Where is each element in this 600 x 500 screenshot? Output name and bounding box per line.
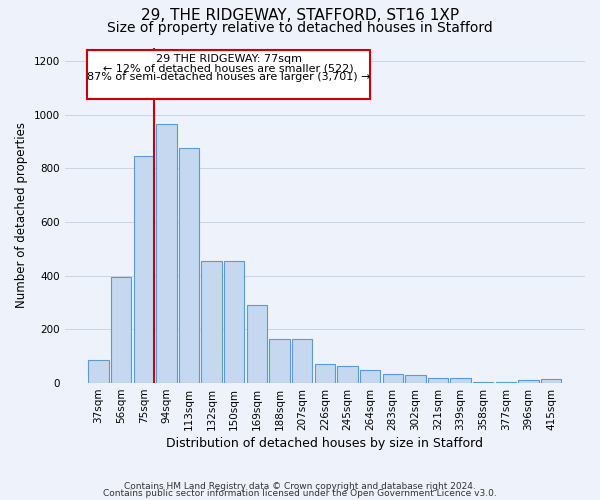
Bar [541,379,562,383]
Bar [451,378,471,383]
Text: 87% of semi-detached houses are larger (3,701) →: 87% of semi-detached houses are larger (… [87,72,370,82]
Bar [292,339,313,383]
Bar [88,360,109,383]
Bar [428,378,448,383]
Bar [247,305,267,383]
Bar [179,148,199,383]
Bar [314,364,335,383]
Bar [337,366,358,383]
Text: Contains HM Land Registry data © Crown copyright and database right 2024.: Contains HM Land Registry data © Crown c… [124,482,476,491]
Bar [269,339,290,383]
Bar [360,370,380,383]
Text: ← 12% of detached houses are smaller (522): ← 12% of detached houses are smaller (52… [103,63,354,73]
Y-axis label: Number of detached properties: Number of detached properties [15,122,28,308]
FancyBboxPatch shape [87,50,370,98]
Bar [134,156,154,383]
Bar [405,375,425,383]
Bar [224,261,244,383]
Bar [383,374,403,383]
Bar [496,382,516,383]
Bar [473,382,493,383]
Bar [111,277,131,383]
Text: 29, THE RIDGEWAY, STAFFORD, ST16 1XP: 29, THE RIDGEWAY, STAFFORD, ST16 1XP [141,8,459,22]
Text: Size of property relative to detached houses in Stafford: Size of property relative to detached ho… [107,21,493,35]
X-axis label: Distribution of detached houses by size in Stafford: Distribution of detached houses by size … [166,437,484,450]
Text: 29 THE RIDGEWAY: 77sqm: 29 THE RIDGEWAY: 77sqm [155,54,302,64]
Bar [156,124,176,383]
Bar [202,261,222,383]
Text: Contains public sector information licensed under the Open Government Licence v3: Contains public sector information licen… [103,490,497,498]
Bar [518,380,539,383]
